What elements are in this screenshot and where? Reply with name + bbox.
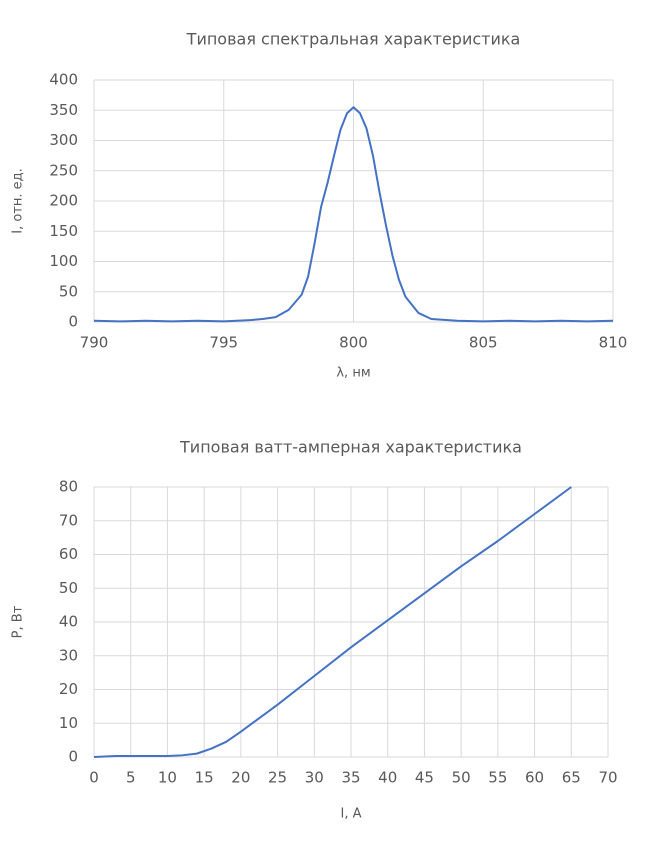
y-tick-label: 10	[59, 714, 78, 732]
x-tick-label: 25	[268, 769, 287, 787]
y-tick-label: 150	[49, 222, 78, 240]
y-axis-label: I, отн. ед.	[11, 168, 26, 234]
data-line	[93, 106, 614, 323]
x-tick-label: 810	[599, 334, 628, 352]
y-tick-label: 400	[49, 71, 78, 89]
x-tick-label: 805	[469, 334, 498, 352]
y-axis-label: P, Вт	[11, 605, 26, 638]
x-tick-label: 15	[195, 769, 214, 787]
y-tick-label: 80	[59, 478, 78, 496]
x-tick-label: 790	[80, 334, 109, 352]
x-tick-label: 60	[525, 769, 544, 787]
x-tick-label: 70	[598, 769, 617, 787]
y-tick-label: 20	[59, 680, 78, 698]
y-tick-label: 70	[59, 511, 78, 529]
y-tick-label: 50	[59, 282, 78, 300]
x-tick-label: 5	[126, 769, 136, 787]
x-tick-label: 40	[378, 769, 397, 787]
y-tick-label: 60	[59, 545, 78, 563]
x-tick-label: 45	[415, 769, 434, 787]
y-tick-label: 250	[49, 161, 78, 179]
data-line	[93, 486, 572, 758]
x-tick-label: 10	[158, 769, 177, 787]
x-tick-label: 30	[305, 769, 324, 787]
y-tick-label: 50	[59, 579, 78, 597]
y-tick-label: 30	[59, 646, 78, 664]
x-tick-label: 50	[452, 769, 471, 787]
x-axis-label: I, A	[341, 807, 362, 822]
chart-title: Типовая ватт-амперная характеристика	[179, 438, 522, 457]
y-tick-label: 100	[49, 252, 78, 270]
x-axis-label: λ, нм	[336, 366, 370, 381]
y-tick-label: 200	[49, 192, 78, 210]
chart-title: Типовая спектральная характеристика	[186, 30, 521, 49]
x-tick-label: 795	[209, 334, 238, 352]
x-tick-label: 55	[488, 769, 507, 787]
y-tick-label: 0	[68, 313, 78, 331]
y-tick-label: 0	[68, 748, 78, 766]
y-tick-label: 300	[49, 131, 78, 149]
x-tick-label: 800	[339, 334, 368, 352]
x-tick-label: 0	[89, 769, 99, 787]
y-tick-label: 350	[49, 101, 78, 119]
x-tick-label: 35	[341, 769, 360, 787]
x-tick-label: 20	[231, 769, 250, 787]
x-tick-label: 65	[562, 769, 581, 787]
y-tick-label: 40	[59, 613, 78, 631]
